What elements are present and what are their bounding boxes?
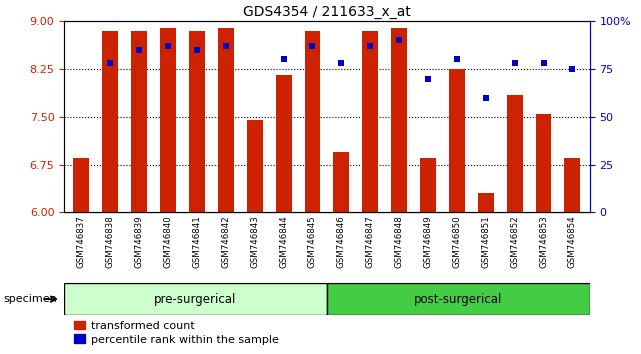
Bar (333, 152, 349, 212)
Bar (247, 120, 263, 212)
Text: post-surgerical: post-surgerical (414, 293, 503, 306)
Bar (536, 114, 551, 212)
Title: GDS4354 / 211633_x_at: GDS4354 / 211633_x_at (243, 5, 411, 19)
Text: pre-surgerical: pre-surgerical (154, 293, 237, 306)
Bar (478, 193, 494, 212)
Text: GSM746843: GSM746843 (250, 215, 259, 268)
Point (163, 43, 173, 49)
Bar (64, 283, 327, 315)
Text: GSM746846: GSM746846 (337, 215, 346, 268)
Text: GSM746840: GSM746840 (163, 215, 172, 268)
Text: GSM746839: GSM746839 (135, 215, 144, 268)
Point (192, 47, 202, 53)
Text: GSM746852: GSM746852 (510, 215, 519, 268)
Bar (449, 69, 465, 212)
Point (307, 43, 317, 49)
Point (538, 61, 549, 66)
Bar (420, 158, 436, 212)
Bar (391, 28, 407, 212)
Point (452, 57, 462, 62)
Text: GSM746844: GSM746844 (279, 215, 288, 268)
Text: specimen: specimen (3, 294, 57, 304)
Point (423, 76, 433, 81)
Legend: transformed count, percentile rank within the sample: transformed count, percentile rank withi… (70, 316, 283, 349)
Text: GSM746851: GSM746851 (481, 215, 490, 268)
Bar (565, 158, 580, 212)
Bar (131, 31, 147, 212)
Point (221, 43, 231, 49)
Text: GSM746847: GSM746847 (366, 215, 375, 268)
Text: GSM746841: GSM746841 (192, 215, 201, 268)
Text: GSM746842: GSM746842 (221, 215, 230, 268)
Point (481, 95, 491, 101)
Text: GSM746838: GSM746838 (106, 215, 115, 268)
Text: GSM746854: GSM746854 (568, 215, 577, 268)
Text: GSM746837: GSM746837 (77, 215, 86, 268)
Text: GSM746853: GSM746853 (539, 215, 548, 268)
Bar (74, 158, 89, 212)
Point (105, 61, 115, 66)
Bar (304, 31, 320, 212)
Point (278, 57, 288, 62)
Point (365, 43, 376, 49)
Text: GSM746850: GSM746850 (453, 215, 462, 268)
Bar (276, 75, 292, 212)
Bar (160, 28, 176, 212)
Text: GSM746849: GSM746849 (424, 215, 433, 268)
Bar (189, 31, 205, 212)
Point (510, 61, 520, 66)
Point (394, 38, 404, 43)
Point (567, 66, 578, 72)
Text: GSM746845: GSM746845 (308, 215, 317, 268)
Point (134, 47, 144, 53)
Bar (506, 95, 522, 212)
Bar (327, 283, 590, 315)
Bar (362, 31, 378, 212)
Text: GSM746848: GSM746848 (395, 215, 404, 268)
Point (337, 61, 347, 66)
Bar (103, 31, 118, 212)
Bar (218, 28, 234, 212)
